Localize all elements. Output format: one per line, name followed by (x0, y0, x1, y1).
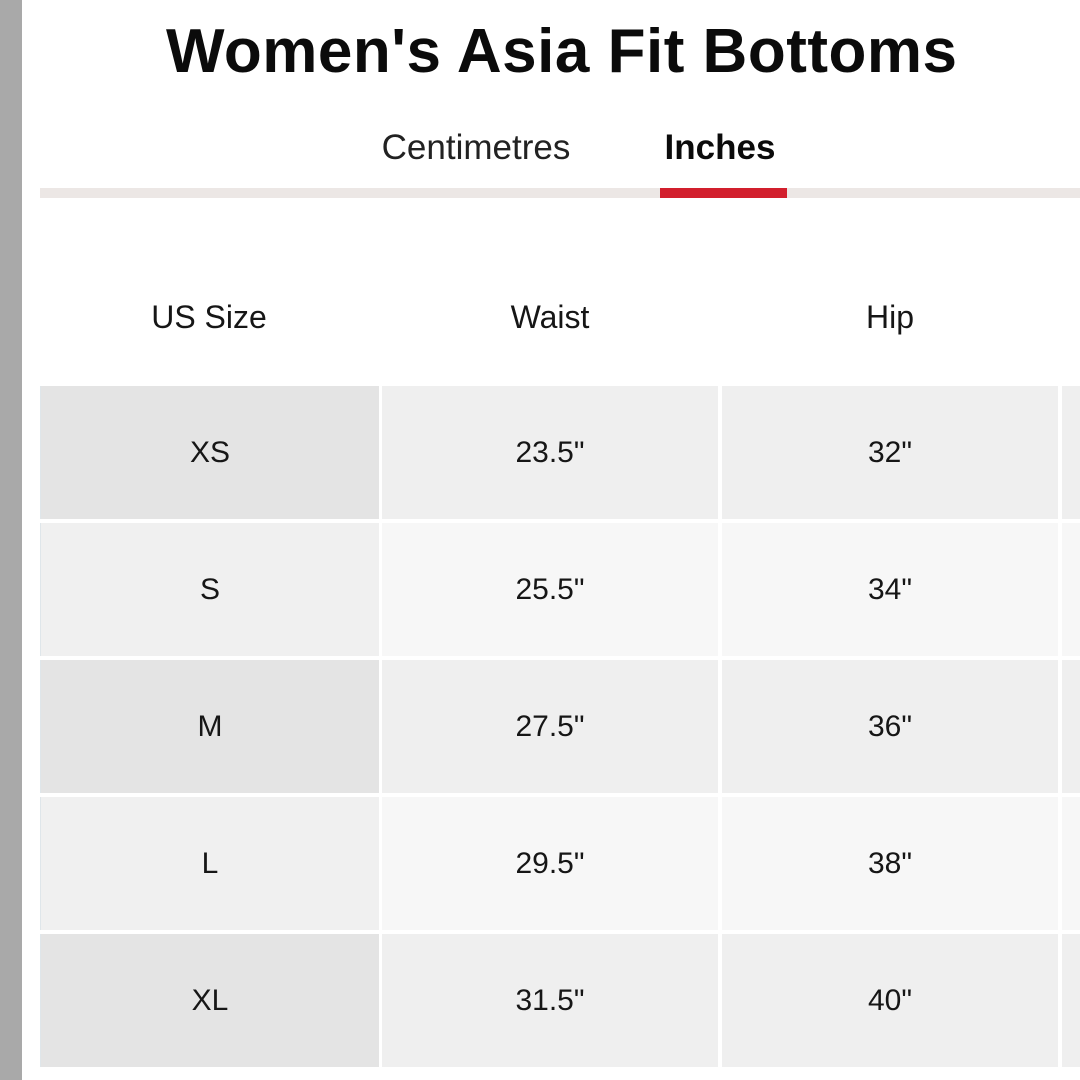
hip-cell: 34" (722, 523, 1058, 656)
cut-off-cell (1062, 523, 1080, 656)
waist-cell: 29.5" (382, 797, 718, 930)
waist-cell: 25.5" (382, 523, 718, 656)
hip-cell: 38" (722, 797, 1058, 930)
size-cell: S (40, 523, 379, 656)
header-hip: Hip (865, 299, 914, 335)
cut-off-cell (1062, 660, 1080, 793)
table-row: S 25.5" 34" (40, 523, 1080, 660)
header-waist: Waist (510, 299, 590, 335)
unit-tabs: Centimetres Inches (40, 110, 1080, 198)
cut-off-cell (1062, 934, 1080, 1067)
page-title: Women's Asia Fit Bottoms (166, 17, 958, 86)
cut-off-cell (1062, 797, 1080, 930)
header-us-size: US Size (151, 299, 267, 335)
size-cell: L (40, 797, 379, 930)
tab-centimetres[interactable]: Centimetres (381, 128, 571, 167)
table-row: XL 31.5" 40" (40, 934, 1080, 1071)
hip-cell: 40" (722, 934, 1058, 1067)
table-row: L 29.5" 38" (40, 797, 1080, 934)
tab-rail (40, 188, 1080, 198)
size-table: US Size Waist Hip XS 23.5" 32" S 25.5" 3… (40, 248, 1080, 1071)
size-cell: XS (40, 386, 379, 519)
tab-inches[interactable]: Inches (664, 128, 776, 167)
size-cell: XL (40, 934, 379, 1067)
table-row: XS 23.5" 32" (40, 386, 1080, 523)
hip-cell: 36" (722, 660, 1058, 793)
waist-cell: 23.5" (382, 386, 718, 519)
hip-cell: 32" (722, 386, 1058, 519)
table-row: M 27.5" 36" (40, 660, 1080, 797)
cut-off-cell (1062, 386, 1080, 519)
table-header-row: US Size Waist Hip (40, 248, 1080, 386)
size-cell: M (40, 660, 379, 793)
left-edge-bar (0, 0, 22, 1080)
waist-cell: 31.5" (382, 934, 718, 1067)
waist-cell: 27.5" (382, 660, 718, 793)
active-tab-indicator (660, 188, 787, 198)
